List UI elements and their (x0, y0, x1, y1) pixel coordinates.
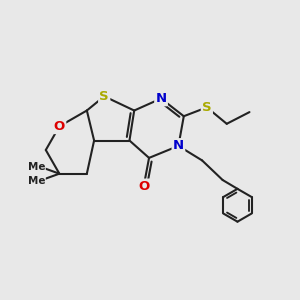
Text: N: N (173, 140, 184, 152)
Text: S: S (99, 90, 109, 103)
Text: O: O (54, 120, 65, 133)
Text: N: N (155, 92, 167, 105)
Text: Me: Me (28, 176, 45, 186)
Text: Me: Me (28, 162, 45, 172)
Text: S: S (202, 101, 212, 114)
Text: O: O (138, 180, 149, 193)
